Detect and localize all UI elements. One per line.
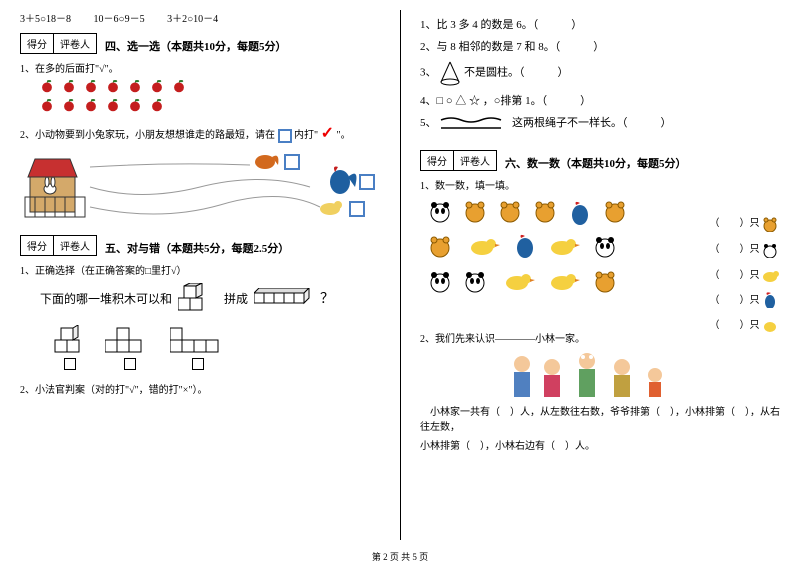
- judge-1: 1、比 3 多 4 的数是 6。（ ）: [420, 16, 780, 32]
- score-label: 得分: [21, 34, 54, 53]
- q6-2-fill2: 小林排第（ ），小林右边有（ ）人。: [420, 437, 780, 452]
- family-image: [420, 349, 780, 399]
- blocks-opt-3: [170, 325, 225, 355]
- blocks-opt-1: [50, 325, 90, 355]
- section-5-header: 得分 评卷人 五、对与错（本题共5分，每题2.5分）: [20, 235, 380, 256]
- animals-counting-area: （ ）只 （ ）只 （ ）只 （ ）只 （ ）只: [420, 196, 780, 326]
- page-footer: 第 2 页 共 5 页: [0, 550, 800, 563]
- judge-4: 4、□ ○ △ ☆ ，○排第 1。（ ）: [420, 92, 780, 108]
- section-4-header: 得分 评卷人 四、选一选（本题共10分，每题5分）: [20, 33, 380, 54]
- section-6-title: 六、数一数（本题共10分，每题5分）: [505, 155, 687, 171]
- judge-2: 2、与 8 相邻的数是 7 和 8。（ ）: [420, 38, 780, 54]
- left-column: 3＋5○18－8 10－6○9－5 3＋2○10－4 得分 评卷人 四、选一选（…: [0, 0, 400, 548]
- q6-2-fill1: 小林家一共有（ ）人，从左数往右数，爷爷排第（ ），小林排第（ ），从右往左数，: [420, 403, 780, 433]
- apple-row-2: [40, 98, 380, 115]
- count-list: （ ）只 （ ）只 （ ）只 （ ）只 （ ）只: [710, 206, 781, 341]
- count-bear: （ ）只: [710, 214, 781, 232]
- equation-row: 3＋5○18－8 10－6○9－5 3＋2○10－4: [20, 10, 380, 25]
- blocks-target-icon: [254, 288, 314, 308]
- q4-1-text: 1、在多的后面打"√"。: [20, 60, 380, 75]
- judge-3: 3、 不是圆柱。（ ）: [420, 60, 780, 86]
- q5-1-text: 1、正确选择（在正确答案的□里打√）: [20, 262, 380, 277]
- eq-2: 10－6○9－5: [94, 14, 145, 25]
- score-box-5: 得分 评卷人: [20, 235, 97, 256]
- cone-icon: [439, 60, 461, 86]
- answer-box-3: [192, 358, 204, 370]
- q6-1-text: 1、数一数，填一填。: [420, 177, 780, 192]
- judge-5: 5、 这两根绳子不一样长。（ ）: [420, 114, 780, 132]
- blocks-ref-icon: [178, 283, 218, 313]
- q4-2-text: 2、小动物要到小兔家玩，小朋友想想谁走的路最短，请在 内打" ✓ "。: [20, 123, 380, 143]
- eq-1: 3＋5○18－8: [20, 14, 71, 25]
- score-box: 得分 评卷人: [20, 33, 97, 54]
- ropes-icon: [439, 114, 509, 132]
- right-column: 1、比 3 多 4 的数是 6。（ ） 2、与 8 相邻的数是 7 和 8。（ …: [400, 0, 800, 548]
- answer-box-1: [64, 358, 76, 370]
- answer-box-2: [124, 358, 136, 370]
- count-rooster: （ ）只: [710, 291, 781, 309]
- apple-row-1: [40, 79, 380, 96]
- q5-2-text: 2、小法官判案（对的打"√"，错的打"×"）。: [20, 381, 380, 396]
- grader-label: 评卷人: [54, 34, 96, 53]
- blocks-question: 下面的哪一堆积木可以和 拼成 ？: [20, 283, 380, 373]
- score-box-6: 得分 评卷人: [420, 150, 497, 171]
- checkbox-icon: [278, 129, 292, 143]
- path-diagram: [20, 147, 380, 227]
- eq-3: 3＋2○10－4: [167, 14, 218, 25]
- section-4-title: 四、选一选（本题共10分，每题5分）: [105, 38, 287, 54]
- section-6-header: 得分 评卷人 六、数一数（本题共10分，每题5分）: [420, 150, 780, 171]
- checkmark-icon: ✓: [321, 125, 334, 142]
- count-duck: （ ）只: [710, 266, 781, 283]
- blocks-opt-2: [105, 325, 155, 355]
- section-5-title: 五、对与错（本题共5分，每题2.5分）: [105, 240, 289, 256]
- count-chick: （ ）只: [710, 316, 781, 333]
- count-panda: （ ）只: [710, 240, 781, 258]
